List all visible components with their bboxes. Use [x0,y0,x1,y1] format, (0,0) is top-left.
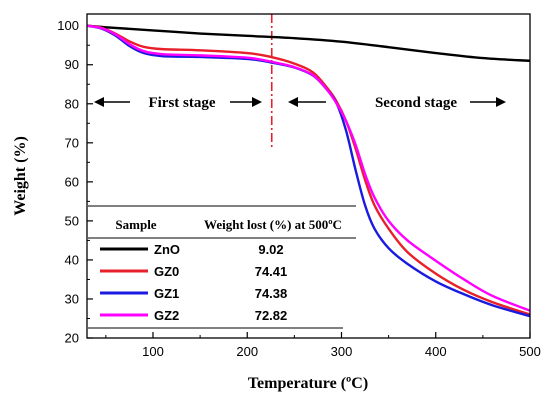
table-rows: ZnO 9.02 GZ0 74.41 GZ1 74.38 GZ2 72.82 [100,242,287,323]
y-tick-label: 100 [57,18,79,33]
table-cell-sample: ZnO [154,242,180,257]
series-line-zno [87,24,530,63]
table-cell-weight-lost: 72.82 [255,308,288,323]
first-stage-right-arrowhead [252,97,262,107]
table-header-weight: Weight lost (%) at 500ºC [204,217,342,232]
weight-loss-table: Sample Weight lost (%) at 500ºC ZnO 9.02 G… [88,205,356,329]
first-stage-label: First stage [148,95,215,111]
plot-frame [86,13,531,339]
y-tick-label: 80 [65,96,79,111]
y-tick-label: 90 [65,57,79,72]
series-line-gz2 [87,24,530,312]
x-tick-label: 300 [331,344,353,359]
y-tick-label: 30 [65,291,79,306]
y-axis-title: Weight (%) [12,136,29,216]
first-stage-annotation: First stage [94,95,262,111]
x-tick-label: 200 [236,344,258,359]
y-tick-label: 50 [65,213,79,228]
x-tick-label: 100 [142,344,164,359]
table-cell-sample: GZ1 [154,286,179,301]
x-tick-label: 400 [425,344,447,359]
table-cell-weight-lost: 9.02 [258,242,283,257]
x-axis-title: Temperature (ºC) [248,375,368,392]
y-tick-label: 60 [65,174,79,189]
y-tick-label: 20 [65,331,79,346]
second-stage-left-arrowhead [288,97,298,107]
y-tick-label: 70 [65,135,79,150]
table-header-sample: Sample [115,217,156,232]
tick-labels: 100 200 300 400 500 20 30 40 50 60 70 80 90 100 [57,18,541,359]
second-stage-label: Second stage [375,95,457,111]
table-cell-sample: GZ0 [154,264,179,279]
first-stage-left-arrowhead [94,97,104,107]
table-cell-weight-lost: 74.41 [255,264,288,279]
second-stage-annotation: Second stage [288,95,506,111]
second-stage-right-arrowhead [496,97,506,107]
x-tick-label: 500 [519,344,541,359]
series-layer [87,24,530,318]
y-tick-label: 40 [65,252,79,267]
table-cell-weight-lost: 74.38 [255,286,288,301]
series-line-gz0 [87,24,530,316]
table-cell-sample: GZ2 [154,308,179,323]
